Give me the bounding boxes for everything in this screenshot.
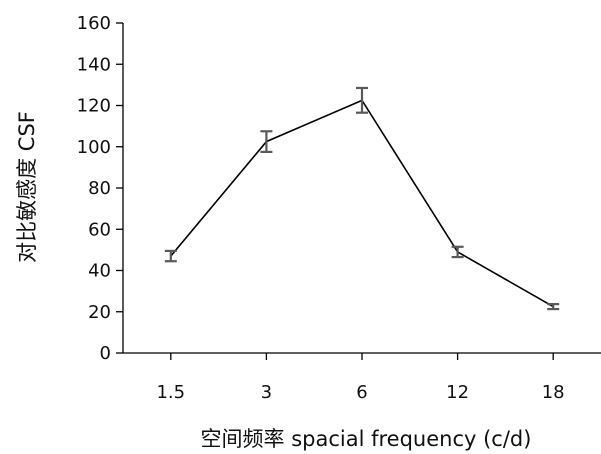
x-tick-label: 1.5 xyxy=(156,382,185,403)
y-tick-label: 100 xyxy=(77,137,111,158)
y-ticks: 0 20 40 60 80 100 120 140 160 xyxy=(77,13,123,364)
y-tick-label: 140 xyxy=(77,54,111,75)
series-line xyxy=(170,99,554,308)
x-tick-label: 18 xyxy=(542,382,565,403)
error-bar xyxy=(164,249,177,263)
y-tick-label: 60 xyxy=(88,219,111,240)
error-bar xyxy=(547,303,560,311)
y-axis-title: 对比敏感度 CSF xyxy=(15,111,39,263)
y-tick-label: 20 xyxy=(88,302,111,323)
x-tick-label: 12 xyxy=(446,382,469,403)
y-tick-label: 0 xyxy=(100,343,111,364)
y-tick-label: 160 xyxy=(77,13,111,34)
y-tick-label: 120 xyxy=(77,96,111,117)
x-tick-label: 6 xyxy=(356,382,367,403)
series xyxy=(164,86,560,311)
error-bar xyxy=(451,245,464,259)
x-tick-label: 3 xyxy=(261,382,272,403)
x-axis-title: 空间频率 spacial frequency (c/d) xyxy=(201,427,532,451)
y-tick-label: 40 xyxy=(88,261,111,282)
axes xyxy=(122,23,601,354)
y-tick-label: 80 xyxy=(88,178,111,199)
error-bar xyxy=(260,130,273,154)
error-bar xyxy=(356,86,368,114)
x-ticks: 1.5 3 6 12 18 xyxy=(156,353,565,403)
